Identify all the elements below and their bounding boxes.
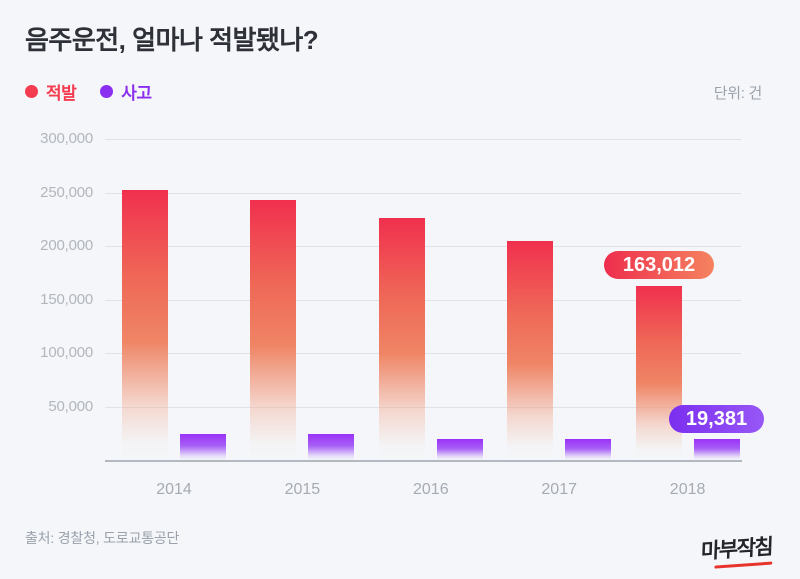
detections-bar-2018 <box>635 285 682 460</box>
y-axis-label-250000: 250,000 <box>40 183 93 201</box>
y-axis-label-100000: 100,000 <box>40 344 93 361</box>
unit-label: 단위: 건 <box>713 85 763 102</box>
detections-legend-label: 적발 <box>46 84 77 103</box>
accidents-bar-2014 <box>180 434 226 460</box>
source-text: 출처: 경찰청, 도로교통공단 <box>25 530 180 546</box>
accidents-2018-callout: 19,381 <box>669 405 764 433</box>
x-axis-line <box>105 460 742 462</box>
gridline-300000 <box>105 139 741 140</box>
accidents-bar-2018 <box>693 439 740 460</box>
x-axis-label-2014: 2014 <box>156 481 192 498</box>
y-axis-label-300000: 300,000 <box>40 130 93 147</box>
x-axis-label-2015: 2015 <box>284 481 321 498</box>
legend-item-detections: 적발 <box>25 79 77 104</box>
y-axis-label-150000: 150,000 <box>40 290 93 308</box>
detections-bar-2016 <box>378 217 425 460</box>
detections-bar-2017 <box>507 240 554 460</box>
y-axis-label-50000: 50,000 <box>48 397 93 415</box>
page-title: 음주운전, 얼마나 적발됐나? <box>25 25 319 55</box>
y-axis-label-200000: 200,000 <box>40 237 93 254</box>
gridline-250000 <box>105 192 741 194</box>
x-axis-label-2017: 2017 <box>541 481 577 498</box>
accidents-legend-label: 사고 <box>121 84 152 103</box>
accidents-legend-dot-icon <box>100 85 114 98</box>
legend-item-accidents: 사고 <box>100 79 152 104</box>
brand-logo-text: 마부작침 <box>700 535 773 564</box>
accidents-bar-2015 <box>308 433 355 460</box>
x-axis-label-2018: 2018 <box>669 481 706 498</box>
detections-bar-2014 <box>122 190 168 460</box>
chart-legend: 적발 사고 <box>25 79 152 104</box>
accidents-bar-2017 <box>565 439 612 460</box>
detections-bar-2015 <box>250 199 297 460</box>
x-axis-label-2016: 2016 <box>413 481 449 498</box>
accidents-bar-2016 <box>436 438 483 460</box>
detections-2018-callout: 163,012 <box>604 251 714 279</box>
brand-logo: 마부작침 <box>700 530 773 569</box>
detections-legend-dot-icon <box>25 85 38 98</box>
